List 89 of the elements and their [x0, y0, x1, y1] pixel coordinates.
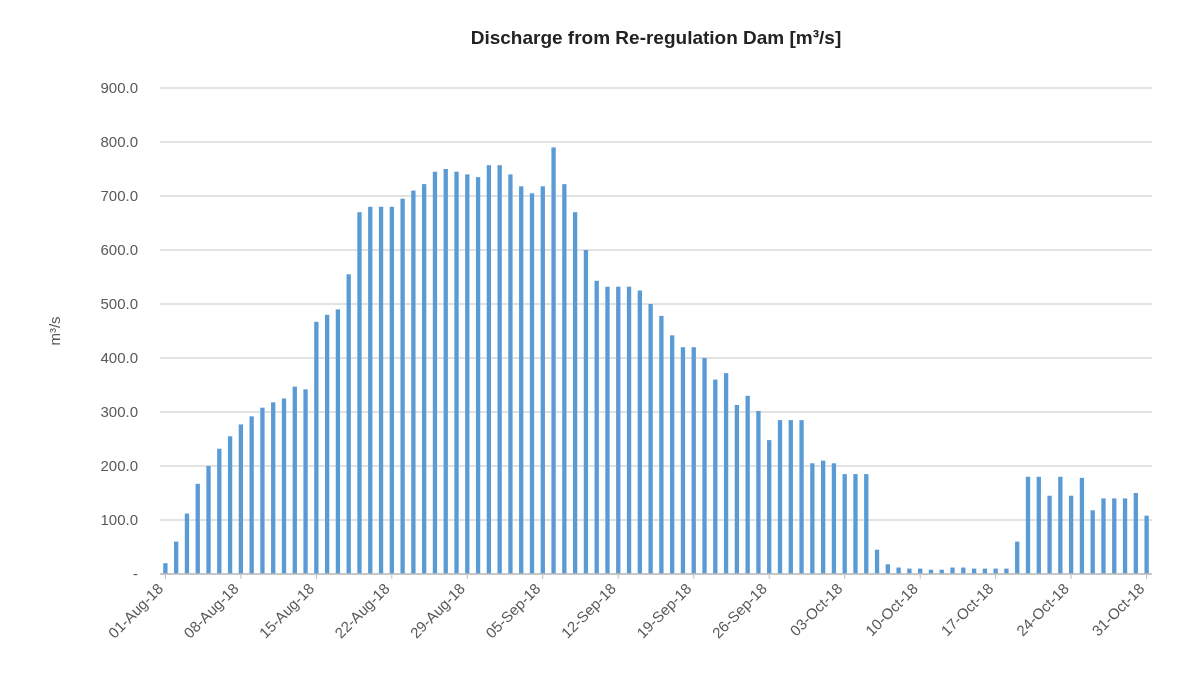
- bar: [346, 274, 351, 574]
- bar: [864, 474, 869, 574]
- bar: [1025, 476, 1031, 574]
- y-tick-label: 700.0: [100, 187, 138, 205]
- bar: [486, 165, 492, 574]
- bar: [820, 460, 826, 574]
- bar: [292, 386, 297, 574]
- bar: [163, 563, 168, 574]
- y-tick-label: 300.0: [100, 403, 138, 421]
- bar: [368, 206, 373, 574]
- bar: [411, 190, 416, 574]
- bar: [713, 379, 718, 574]
- bar: [637, 290, 642, 574]
- bar: [271, 402, 276, 574]
- bar: [1144, 515, 1149, 574]
- bar: [465, 174, 470, 574]
- bar: [594, 280, 599, 574]
- bar: [324, 314, 330, 574]
- bar: [626, 286, 632, 574]
- bar: [184, 513, 190, 574]
- bar: [1112, 498, 1117, 574]
- bar: [648, 304, 653, 574]
- bar: [788, 420, 793, 574]
- bar: [519, 186, 524, 574]
- bar: [831, 463, 837, 574]
- bar: [475, 177, 481, 574]
- bar: [1079, 477, 1085, 574]
- bar: [1090, 510, 1095, 574]
- bar: [400, 198, 405, 574]
- bar: [605, 286, 610, 574]
- y-tick-label: -: [133, 565, 138, 583]
- bar: [670, 335, 675, 574]
- bar: [540, 186, 545, 574]
- bar: [1122, 498, 1128, 574]
- bar: [702, 358, 707, 574]
- bar: [680, 347, 686, 574]
- bar: [723, 373, 729, 574]
- bar: [583, 250, 589, 574]
- bar: [799, 420, 804, 574]
- bar: [767, 440, 772, 574]
- bar: [756, 410, 761, 574]
- bar: [659, 315, 664, 574]
- bar: [842, 474, 847, 574]
- bar: [206, 466, 211, 574]
- bar: [378, 206, 384, 574]
- bar: [1133, 493, 1138, 574]
- chart-title: Discharge from Re-regulation Dam [m³/s]: [470, 27, 842, 48]
- bar: [260, 407, 265, 574]
- bar: [238, 424, 244, 574]
- bar: [217, 448, 222, 574]
- bar: [314, 321, 319, 574]
- bar: [1068, 495, 1074, 574]
- y-tick-label: 800.0: [100, 133, 138, 151]
- bar: [616, 286, 621, 574]
- y-tick-label: 400.0: [100, 349, 138, 367]
- bar: [335, 309, 341, 574]
- y-tick-label: 900.0: [100, 79, 138, 97]
- bar: [195, 483, 200, 574]
- bar: [508, 174, 513, 574]
- bar: [432, 171, 438, 574]
- bar: [572, 212, 578, 574]
- bar: [777, 420, 783, 574]
- y-tick-label: 500.0: [100, 295, 138, 313]
- bar: [745, 395, 750, 574]
- bar: [1101, 498, 1106, 574]
- bar: [1036, 476, 1041, 574]
- bar: [562, 184, 567, 574]
- bar: [691, 347, 696, 574]
- bar: [734, 404, 740, 574]
- bar: [810, 463, 815, 574]
- bar: [1047, 495, 1052, 574]
- y-axis-title: m³/s: [46, 316, 63, 346]
- bar: [443, 169, 448, 574]
- bar: [303, 389, 308, 574]
- bar: [454, 171, 459, 574]
- bar: [227, 436, 233, 574]
- y-tick-label: 100.0: [100, 511, 138, 529]
- y-tick-label: 200.0: [100, 457, 138, 475]
- bar: [389, 206, 394, 574]
- bar: [422, 184, 427, 574]
- bar: [281, 398, 287, 574]
- bar: [551, 147, 556, 574]
- bar: [853, 474, 858, 574]
- bar: [1058, 476, 1063, 574]
- y-tick-label: 600.0: [100, 241, 138, 259]
- bar: [357, 212, 362, 574]
- bar: [497, 165, 502, 574]
- bar: [249, 416, 254, 574]
- bar: [529, 193, 535, 574]
